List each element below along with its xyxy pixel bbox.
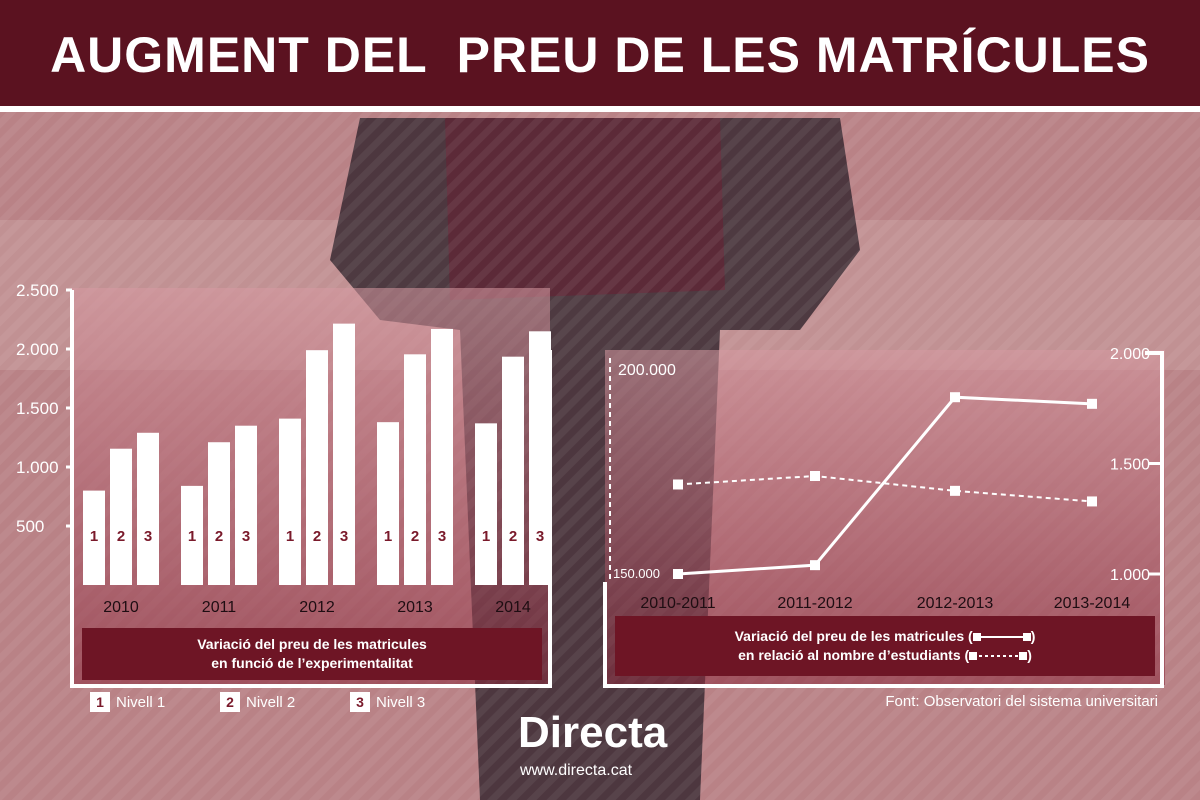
bar-2011-1: [181, 485, 203, 585]
line-chart-caption: Variació del preu de les matricules () e…: [615, 616, 1155, 676]
data-point-dashed: [1087, 496, 1097, 507]
bar-2012-2: [306, 350, 328, 585]
data-point-solid: [1087, 398, 1097, 409]
bar-2010-3: [137, 432, 159, 585]
data-point-solid: [950, 392, 960, 403]
x-tick-label: 2011-2012: [777, 595, 852, 612]
page-title: AUGMENT DEL PREU DE LES MATRÍCULES: [50, 27, 1150, 83]
x-tick-label: 2012-2013: [917, 595, 994, 612]
bar-level-label: 2: [117, 528, 125, 545]
bar-2014-1: [475, 423, 497, 585]
x-tick-label: 2010: [103, 599, 139, 616]
legend-key-3: 3: [350, 692, 370, 712]
left-tick-label: 150.000: [613, 566, 660, 581]
bar-2010-1: [83, 490, 105, 585]
data-point-solid: [810, 560, 820, 571]
header-bar: AUGMENT DEL PREU DE LES MATRÍCULES: [0, 0, 1200, 112]
directa-logo: Directa: [518, 708, 668, 757]
data-point-solid: [673, 569, 683, 579]
bar-level-label: 2: [411, 528, 419, 545]
bar-chart-caption: Variació del preu de les matricules en f…: [82, 628, 542, 680]
bar-level-label: 1: [384, 528, 392, 545]
bar-chart: 2.500 2.000 1.500 1.000 500 1 2 3 2010 1 2 3 2011 1 2 3…: [16, 281, 552, 688]
x-tick-label: 2011: [202, 599, 237, 616]
bar-2013-3: [431, 328, 453, 585]
legend-item-nivell-2: 2 Nivell 2: [220, 692, 350, 712]
data-point-dashed: [673, 479, 683, 490]
x-tick-label: 2012: [299, 599, 335, 616]
y-tick-label: 2.500: [16, 281, 59, 300]
data-point-dashed: [950, 485, 960, 496]
bar-2014-3: [529, 331, 551, 585]
website-url[interactable]: www.directa.cat: [520, 762, 633, 779]
bar-level-label: 3: [340, 528, 348, 545]
bar-level-label: 1: [482, 528, 490, 545]
bar-level-label: 3: [144, 528, 152, 545]
y-tick-label: 500: [16, 517, 44, 536]
bar-level-label: 1: [286, 528, 294, 545]
bar-legend: 1 Nivell 1 2 Nivell 2 3 Nivell 3: [90, 692, 480, 712]
bar-2010-2: [110, 448, 132, 585]
bar-2013-1: [377, 422, 399, 585]
line-chart: 200.000 150.000 2.000 1.500 1.000 2010-2011 20…: [603, 346, 1164, 688]
bar-level-label: 2: [313, 528, 321, 545]
legend-key-2: 2: [220, 692, 240, 712]
bar-2014-2: [502, 356, 524, 585]
y-tick-label: 2.000: [16, 340, 59, 359]
bar-level-label: 1: [188, 528, 196, 545]
bar-2012-1: [279, 418, 301, 585]
right-tick-label: 1.500: [1110, 457, 1150, 474]
bar-level-label: 1: [90, 528, 98, 545]
legend-item-nivell-1: 1 Nivell 1: [90, 692, 220, 712]
legend-label-2: Nivell 2: [246, 693, 296, 711]
y-tick-label: 1.000: [16, 458, 59, 477]
series-line-solid: [677, 395, 1093, 576]
right-tick-label: 2.000: [1110, 346, 1150, 363]
bar-level-label: 3: [438, 528, 446, 545]
bar-caption-line1: Variació del preu de les matricules: [197, 636, 427, 652]
y-tick-label: 1.500: [16, 399, 59, 418]
legend-label-3: Nivell 3: [376, 693, 426, 711]
legend-key-1: 1: [90, 692, 110, 712]
bar-2011-2: [208, 442, 230, 585]
x-tick-label: 2014: [495, 599, 531, 616]
line-caption-line2: en relació al nombre d’estudiants (): [738, 647, 1032, 663]
series-line-dashed: [677, 474, 1093, 503]
bar-2011-3: [235, 425, 257, 585]
legend-item-nivell-3: 3 Nivell 3: [350, 692, 480, 712]
bar-level-label: 3: [536, 528, 544, 545]
x-tick-label: 2010-2011: [640, 595, 715, 612]
bar-2013-2: [404, 354, 426, 585]
bar-caption-line2: en funció de l’experimentalitat: [211, 655, 413, 671]
dashed-line-key: [969, 652, 1028, 661]
bar-level-label: 2: [509, 528, 517, 545]
line-caption-line1: Variació del preu de les matricules (): [734, 628, 1036, 644]
source-note: Font: Observatori del sistema universita…: [885, 693, 1158, 710]
bar-level-label: 3: [242, 528, 250, 545]
solid-line-key: [972, 633, 1031, 642]
bar-level-label: 2: [215, 528, 223, 545]
left-tick-label: 200.000: [618, 362, 676, 379]
right-tick-label: 1.000: [1110, 567, 1150, 584]
bar-2012-3: [333, 323, 355, 585]
x-tick-label: 2013-2014: [1054, 595, 1131, 612]
x-tick-label: 2013: [397, 599, 433, 616]
legend-label-1: Nivell 1: [116, 693, 166, 711]
data-point-dashed: [810, 471, 820, 481]
